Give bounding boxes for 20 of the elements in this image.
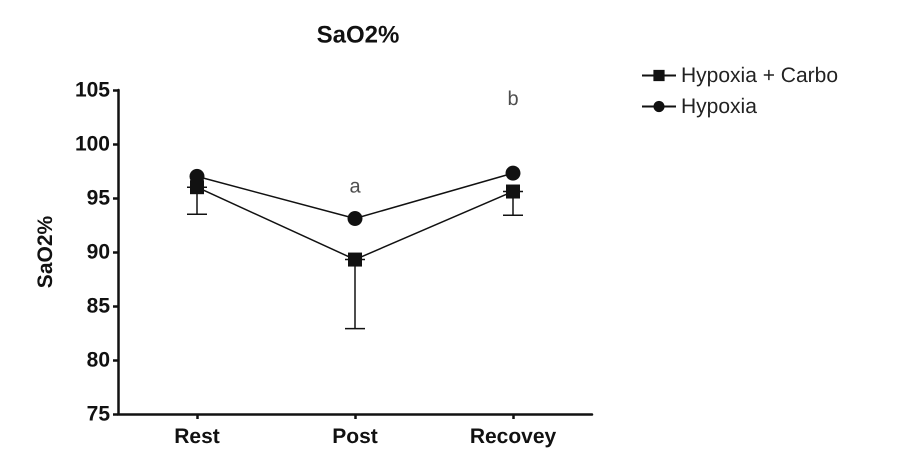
y-tick-label: 85 [86,294,110,318]
y-tick-label: 80 [86,348,110,372]
point [348,252,362,267]
legend-label: Hypoxia [681,95,758,118]
point [348,211,362,226]
y-tick-label: 100 [74,132,110,156]
annotation: b [507,88,519,110]
y-tick-label: 105 [74,78,110,102]
x-tick-label: Post [332,425,378,448]
y-axis-title: SaO2% [34,215,57,288]
y-tick-label: 90 [86,240,110,264]
x-tick-label: Rest [174,425,220,448]
chart-title: SaO2% [316,22,400,48]
y-tick-label: 75 [86,402,110,426]
point [506,184,520,199]
annotation: a [349,176,362,198]
point [506,166,520,181]
legend-label: Hypoxia + Carbo [681,64,838,87]
y-tick-label: 95 [86,186,110,210]
x-tick-label: Recovey [470,425,557,448]
